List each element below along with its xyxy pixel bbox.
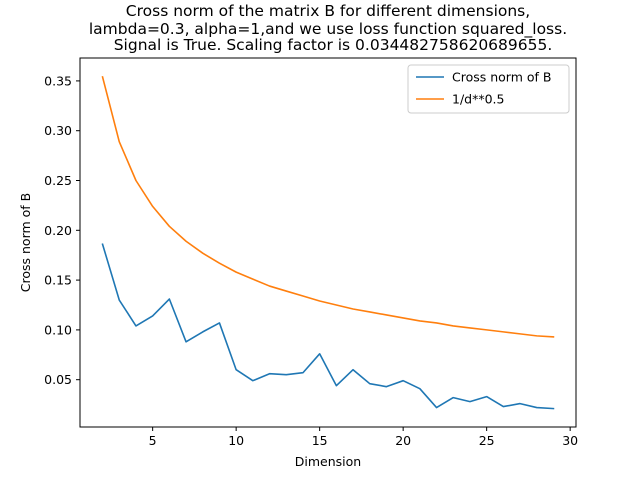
y-tick-label: 0.15 bbox=[44, 273, 72, 288]
x-tick-label: 15 bbox=[312, 433, 328, 448]
series-line-2 bbox=[101, 75, 555, 338]
x-tick-label: 5 bbox=[149, 433, 157, 448]
x-axis-ticks: 5 10 15 20 25 30 bbox=[149, 427, 578, 448]
chart-title: Cross norm of the matrix B for different… bbox=[89, 2, 567, 54]
y-tick-label: 0.10 bbox=[44, 322, 72, 337]
plot-area: 5 10 15 20 25 30 0.05 0.10 0.15 0.20 0.25 0.30 0.35 bbox=[44, 57, 578, 448]
x-tick-label: 25 bbox=[479, 433, 495, 448]
x-tick-label: 30 bbox=[562, 433, 578, 448]
chart-title-line-3: Signal is True. Scaling factor is 0.0344… bbox=[114, 36, 553, 54]
y-tick-label: 0.30 bbox=[44, 123, 72, 138]
y-tick-label: 0.35 bbox=[44, 73, 72, 88]
y-tick-label: 0.25 bbox=[44, 173, 72, 188]
legend-label-1: Cross norm of B bbox=[452, 70, 551, 85]
chart-title-line-1: Cross norm of the matrix B for different… bbox=[126, 2, 530, 20]
legend: Cross norm of B 1/d**0.5 bbox=[407, 64, 570, 114]
x-tick-label: 20 bbox=[395, 433, 411, 448]
y-tick-label: 0.05 bbox=[44, 372, 72, 387]
x-axis-label: Dimension bbox=[295, 454, 361, 469]
y-axis-ticks: 0.05 0.10 0.15 0.20 0.25 0.30 0.35 bbox=[44, 73, 80, 387]
y-axis-label: Cross norm of B bbox=[18, 193, 33, 292]
series-line-1 bbox=[101, 243, 555, 410]
plot-frame bbox=[79, 57, 577, 428]
series-layer bbox=[101, 75, 555, 410]
legend-label-2: 1/d**0.5 bbox=[452, 92, 504, 107]
y-tick-label: 0.20 bbox=[44, 223, 72, 238]
chart-title-line-2: lambda=0.3, alpha=1,and we use loss func… bbox=[89, 20, 567, 39]
legend-box bbox=[407, 64, 570, 114]
x-tick-label: 10 bbox=[228, 433, 244, 448]
